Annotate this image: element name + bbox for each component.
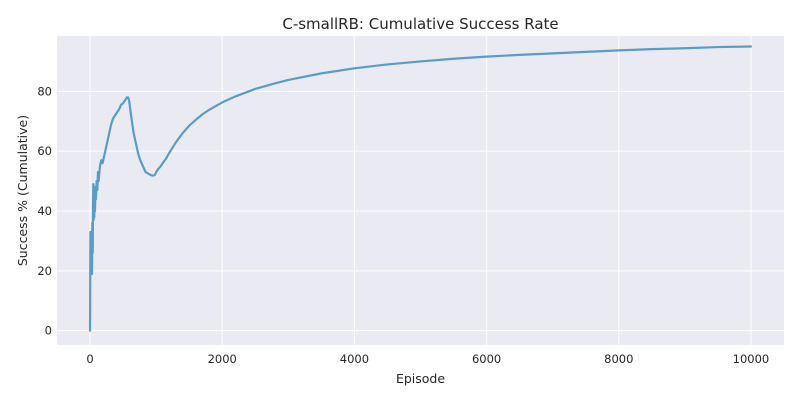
x-tick-label: 0 [86,352,93,366]
x-tick-label: 10000 [733,352,770,366]
y-ticks: 0 20 40 60 80 [37,84,52,337]
x-tick-label: 4000 [340,352,369,366]
series-line [88,45,753,332]
plot-background [57,36,784,345]
grid [57,36,784,345]
x-tick-label: 2000 [208,352,237,366]
x-tick-label: 8000 [604,352,633,366]
x-axis-label: Episode [396,371,445,386]
y-axis-label: Success % (Cumulative) [15,115,30,266]
y-tick-label: 40 [37,204,52,218]
y-tick-label: 20 [37,264,52,278]
series-layer [88,45,753,332]
y-tick-label: 80 [37,84,52,98]
y-tick-label: 60 [37,144,52,158]
x-ticks: 0 2000 4000 6000 8000 10000 [86,352,769,366]
x-tick-label: 6000 [472,352,501,366]
y-tick-label: 0 [45,324,52,338]
chart-title: C-smallRB: Cumulative Success Rate [282,15,558,33]
